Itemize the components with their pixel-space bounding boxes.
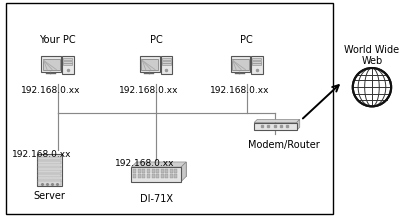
Bar xyxy=(231,56,250,72)
Bar xyxy=(143,169,145,173)
Bar xyxy=(43,59,60,70)
Bar xyxy=(165,169,169,173)
Bar xyxy=(162,61,171,63)
Bar xyxy=(140,56,160,72)
Bar xyxy=(133,169,136,173)
Bar xyxy=(138,174,141,178)
Bar xyxy=(152,174,155,178)
Text: 192.168.0.xx: 192.168.0.xx xyxy=(210,86,269,95)
Bar xyxy=(38,157,61,160)
Bar xyxy=(147,174,150,178)
Bar xyxy=(252,63,261,65)
Bar xyxy=(161,56,172,74)
Bar xyxy=(156,174,159,178)
Text: PC: PC xyxy=(150,35,163,45)
Bar xyxy=(37,154,62,186)
Bar xyxy=(42,56,61,72)
Bar xyxy=(63,58,72,60)
Bar xyxy=(251,56,263,74)
Bar xyxy=(165,174,169,178)
Text: Your PC: Your PC xyxy=(39,35,76,45)
Bar xyxy=(170,169,173,173)
Bar xyxy=(38,174,61,177)
Polygon shape xyxy=(136,162,186,177)
Bar xyxy=(175,174,178,178)
Bar xyxy=(175,169,178,173)
Bar xyxy=(162,63,171,65)
Bar xyxy=(156,169,159,173)
Bar xyxy=(152,169,155,173)
Bar xyxy=(38,181,61,185)
Polygon shape xyxy=(132,162,186,167)
Text: 192.168.0.xx: 192.168.0.xx xyxy=(119,86,179,95)
Bar xyxy=(38,161,61,164)
Bar xyxy=(132,167,181,182)
Bar xyxy=(232,59,249,70)
Bar xyxy=(138,169,141,173)
Polygon shape xyxy=(254,119,300,123)
Bar xyxy=(147,169,150,173)
Bar xyxy=(62,56,74,74)
Polygon shape xyxy=(181,162,186,182)
Text: 192.168.0.xx: 192.168.0.xx xyxy=(12,150,72,159)
FancyBboxPatch shape xyxy=(6,3,333,214)
Bar xyxy=(133,174,136,178)
Polygon shape xyxy=(297,119,300,130)
Bar xyxy=(254,123,297,130)
Text: 192.168.0.xx: 192.168.0.xx xyxy=(115,159,175,168)
Bar xyxy=(162,58,171,60)
Bar xyxy=(63,61,72,63)
Text: Server: Server xyxy=(33,191,65,201)
Bar xyxy=(161,169,164,173)
Bar xyxy=(252,58,261,60)
Bar xyxy=(170,174,173,178)
Bar xyxy=(38,179,61,182)
Ellipse shape xyxy=(353,68,391,106)
Text: DI-71X: DI-71X xyxy=(140,194,173,204)
Text: PC: PC xyxy=(240,35,253,45)
Bar xyxy=(38,170,61,173)
Bar xyxy=(63,63,72,65)
Text: Modem/Router: Modem/Router xyxy=(248,140,319,150)
Text: 192.168.0.xx: 192.168.0.xx xyxy=(21,86,80,95)
Text: World Wide
Web: World Wide Web xyxy=(344,45,399,66)
Bar xyxy=(143,174,145,178)
Bar xyxy=(38,166,61,169)
Bar xyxy=(141,59,158,70)
Bar xyxy=(161,174,164,178)
Bar xyxy=(252,61,261,63)
